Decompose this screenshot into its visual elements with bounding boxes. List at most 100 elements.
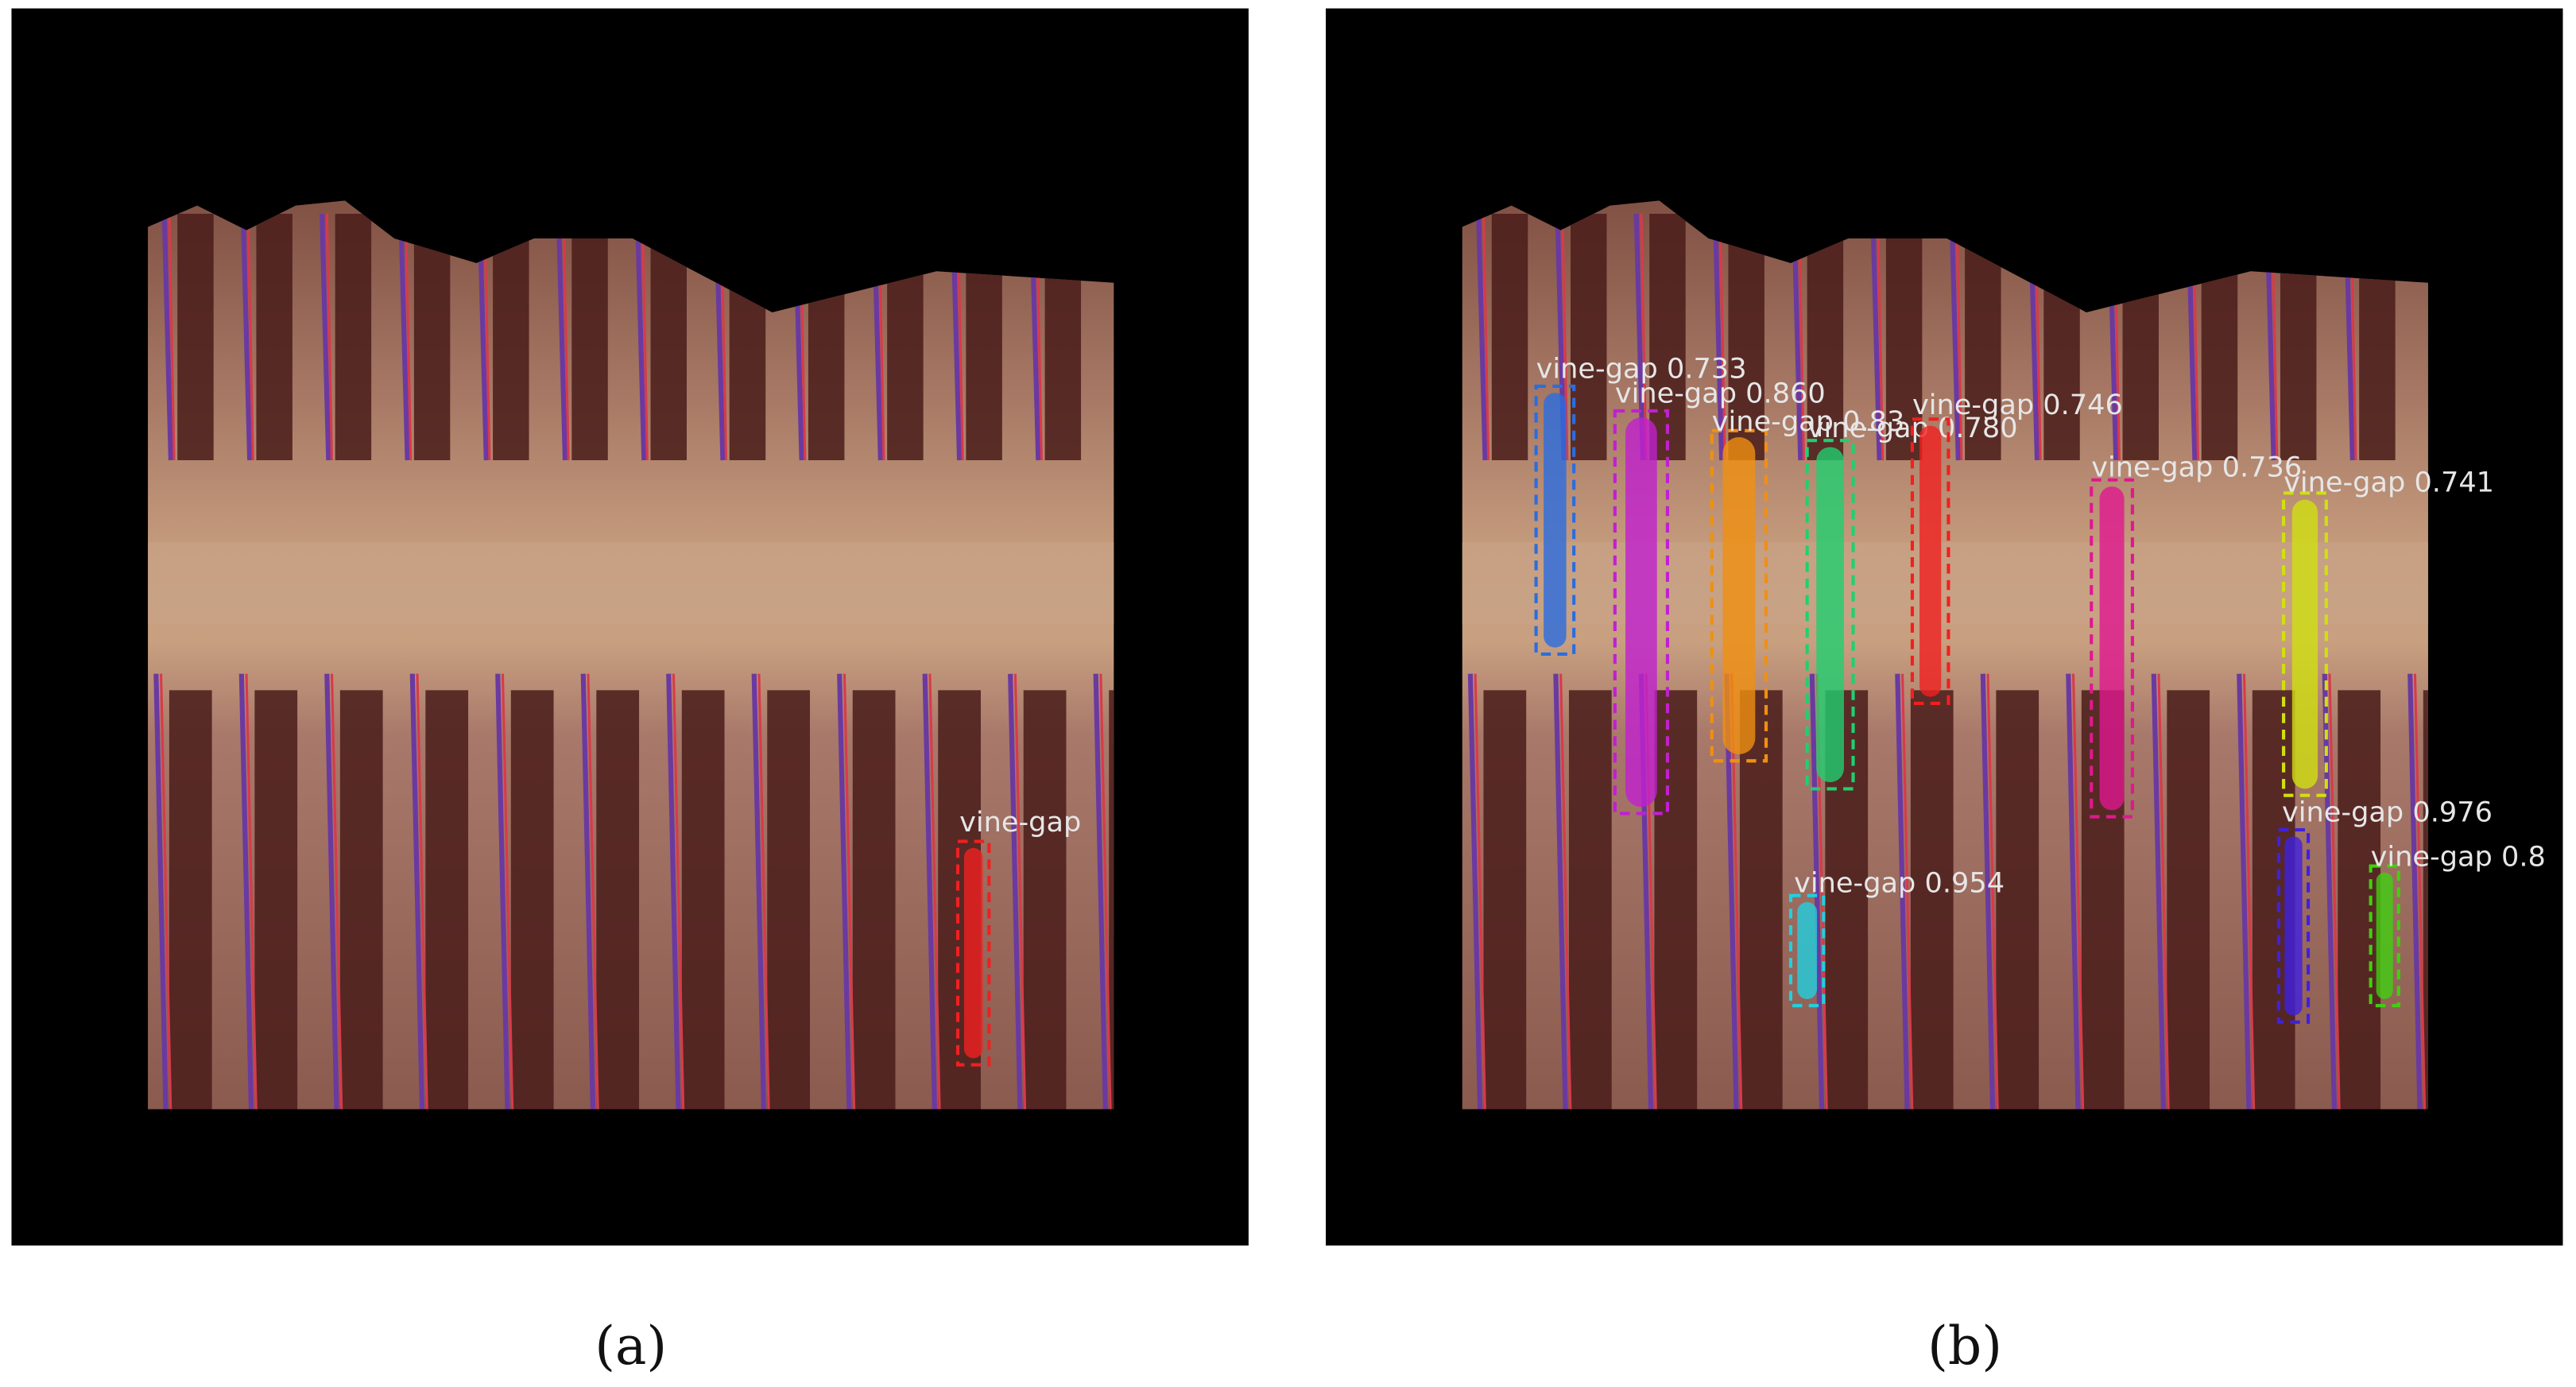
mask	[2291, 499, 2318, 789]
bounding-box	[2282, 491, 2328, 797]
row-shadow	[1491, 213, 1528, 460]
row-vine	[641, 213, 649, 461]
row-vine	[1986, 673, 1999, 1110]
row-vine	[1093, 673, 1109, 1110]
row-shadow	[1910, 690, 1954, 1110]
row-vine	[238, 673, 254, 1110]
panel: vine-gap (a)	[11, 8, 1249, 1377]
bounding-box	[1534, 384, 1576, 656]
row-vine	[330, 673, 343, 1110]
row-vine	[1482, 213, 1490, 461]
row-vine	[1980, 673, 1996, 1110]
bounding-box	[2276, 827, 2311, 1024]
row-vine	[325, 213, 334, 461]
row-shadow	[681, 690, 725, 1110]
row-vine	[587, 673, 599, 1110]
row-vine	[562, 213, 570, 461]
row-vine	[1718, 213, 1726, 461]
row-vine	[1553, 673, 1568, 1110]
row-shadow	[852, 690, 896, 1110]
row-vine	[153, 673, 169, 1110]
row-shadow	[1649, 213, 1686, 460]
mask	[1722, 437, 1756, 754]
row-vine	[168, 213, 176, 461]
row-vine	[837, 673, 852, 1110]
row-vine	[320, 213, 331, 461]
row-vine	[1099, 673, 1112, 1110]
row-shadow	[596, 690, 640, 1110]
row-shadow	[339, 690, 383, 1110]
row-shadow	[254, 690, 298, 1110]
mask	[1816, 447, 1844, 783]
row-vine	[1013, 673, 1027, 1110]
row-vine	[1008, 673, 1023, 1110]
bounding-box	[1805, 439, 1855, 791]
row-shadow	[1023, 690, 1067, 1110]
row-vine	[2237, 673, 2252, 1110]
mask	[1544, 393, 1567, 648]
row-vine	[580, 673, 596, 1110]
row-vine	[1876, 213, 1885, 461]
row-shadow	[1654, 690, 1698, 1110]
row-shadow	[177, 213, 214, 460]
detection-label: vine-gap 0.741	[2284, 466, 2494, 498]
row-vine	[245, 673, 258, 1110]
row-vine	[751, 673, 767, 1110]
mask	[2376, 872, 2393, 999]
row-vine	[757, 673, 770, 1110]
row-shadow	[493, 213, 529, 460]
row-shadow	[1807, 213, 1844, 460]
row-shadow	[1109, 690, 1114, 1110]
row-shadow	[335, 213, 372, 460]
row-vine	[634, 213, 647, 461]
bounding-box	[2090, 478, 2134, 819]
row-vine	[1870, 213, 1882, 461]
row-vine	[1561, 213, 1569, 461]
row-vine	[416, 673, 428, 1110]
road	[148, 542, 1114, 625]
row-vine	[1559, 673, 1572, 1110]
detection-label: vine-gap 0.746	[1912, 389, 2123, 421]
row-shadow	[413, 213, 451, 460]
detection-label: vine-gap 0.976	[2282, 796, 2493, 829]
row-shadow	[571, 213, 608, 460]
detection-label: vine-gap 0.860	[1615, 378, 1826, 410]
bounding-box	[1788, 893, 1826, 1008]
row-shadow	[2167, 690, 2210, 1110]
row-vine	[398, 213, 410, 461]
aerial-image	[148, 200, 1114, 1110]
row-vine	[1949, 213, 1961, 461]
mask	[1919, 425, 1942, 697]
row-vine	[928, 673, 941, 1110]
row-vine	[1712, 213, 1725, 461]
row-vine	[922, 673, 938, 1110]
row-vine	[240, 213, 253, 461]
bounding-box	[955, 839, 991, 1067]
row-shadow	[1568, 690, 1612, 1110]
row-vine	[556, 213, 568, 461]
mask	[2284, 836, 2303, 1016]
row-vine	[495, 673, 510, 1110]
row-vine	[2328, 673, 2341, 1110]
road	[1462, 542, 2428, 625]
mask	[1797, 902, 1818, 999]
row-vine	[2242, 673, 2256, 1110]
row-shadow	[1483, 690, 1527, 1110]
detection-label: vine-gap 0.733	[1536, 353, 1747, 385]
row-shadow	[767, 690, 811, 1110]
row-shadow	[256, 213, 292, 460]
row-shadow	[1739, 690, 1783, 1110]
row-vine	[2157, 673, 2170, 1110]
row-vine	[161, 213, 174, 461]
mask	[2099, 486, 2125, 811]
row-vine	[1474, 673, 1487, 1110]
row-vine	[666, 673, 681, 1110]
mask	[963, 847, 983, 1059]
row-vine	[2413, 673, 2427, 1110]
row-vine	[1467, 673, 1483, 1110]
row-shadow	[425, 690, 469, 1110]
row-vine	[1476, 213, 1488, 461]
